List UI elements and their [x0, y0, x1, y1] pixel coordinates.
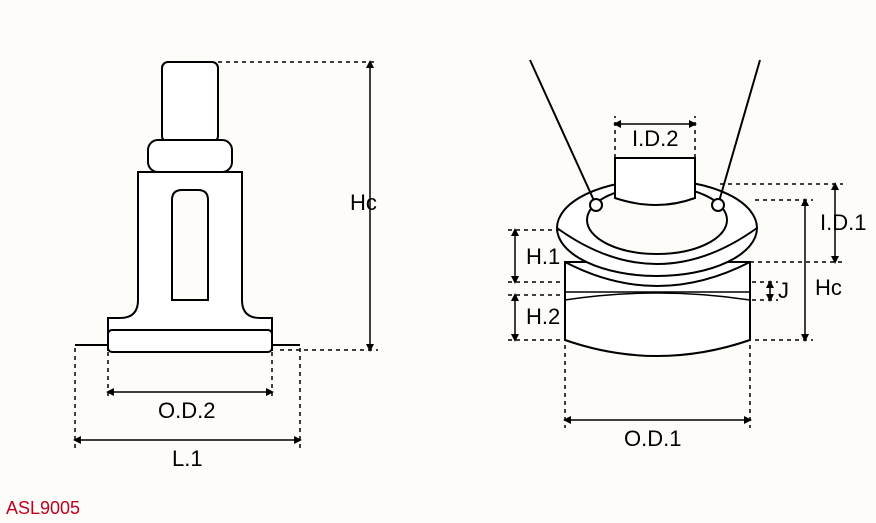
label-h1: H.1	[526, 244, 560, 270]
label-j: J	[778, 278, 789, 304]
part-code: ASL9005	[6, 498, 80, 519]
label-od1: O.D.1	[624, 426, 681, 452]
diagram-canvas	[0, 0, 876, 523]
label-od2: O.D.2	[158, 398, 215, 424]
label-id2: I.D.2	[632, 126, 678, 152]
label-hc-right: Hc	[815, 275, 842, 301]
label-l1: L.1	[172, 446, 203, 472]
label-h2: H.2	[526, 304, 560, 330]
label-id1: I.D.1	[820, 210, 866, 236]
left-view	[75, 62, 378, 448]
label-hc-left: Hc	[350, 190, 377, 216]
